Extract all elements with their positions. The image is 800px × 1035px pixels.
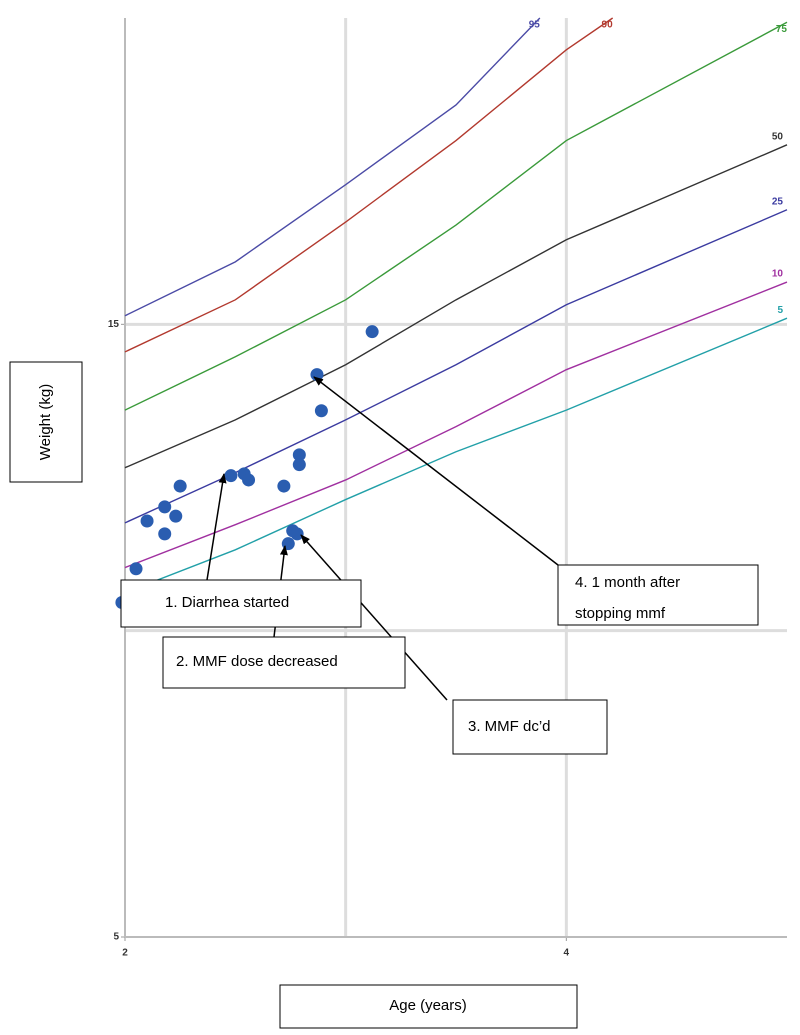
- data-point: [129, 562, 143, 576]
- data-point: [365, 325, 379, 339]
- annotation-box: [557, 564, 759, 626]
- percentile-curve: [124, 17, 541, 317]
- y-tick-label: 5: [113, 932, 119, 943]
- curve-label: 95: [529, 20, 541, 31]
- percentile-curve: [124, 209, 788, 524]
- curves: 95 90 75 50 25 10 5: [124, 17, 788, 594]
- x-label-box: [279, 984, 578, 1029]
- curve-label: 90: [602, 20, 614, 31]
- data-point: [224, 469, 238, 483]
- annotation: 3. MMF dc’d: [468, 718, 551, 735]
- data-point: [277, 479, 291, 493]
- annotation-box: [120, 579, 362, 628]
- curve-label: 75: [776, 24, 788, 35]
- data-point: [292, 448, 306, 462]
- annotation: stopping mmf: [575, 605, 666, 622]
- annotation: 2. MMF dose decreased: [176, 653, 338, 670]
- y-label-box: [9, 361, 83, 483]
- curve-label: 10: [772, 269, 784, 280]
- percentile-curve: [124, 144, 788, 469]
- data-point: [158, 527, 172, 541]
- data-point: [314, 404, 328, 418]
- data-point: [169, 509, 183, 523]
- x-tick-label: 2: [122, 948, 128, 959]
- curve-label: 5: [777, 305, 783, 316]
- data-point: [173, 479, 187, 493]
- annotation: 1. Diarrhea started: [165, 594, 289, 611]
- percentile-curve: [124, 317, 788, 594]
- arrow: [313, 376, 559, 566]
- data-point: [158, 500, 172, 514]
- annotation-box: [452, 699, 608, 755]
- data-point: [292, 458, 306, 472]
- data-point: [140, 514, 154, 528]
- y-axis-label: Weight (kg): [37, 384, 54, 460]
- percentile-curve: [124, 21, 788, 411]
- x-tick-label: 4: [564, 948, 570, 959]
- percentile-curve: [124, 281, 788, 569]
- arrow: [206, 473, 227, 581]
- curve-label: 25: [772, 196, 784, 207]
- annotation: 4. 1 month after: [575, 574, 680, 591]
- x-axis-label: Age (years): [389, 997, 467, 1014]
- percentile-curve: [124, 17, 614, 353]
- annotation-box: [162, 636, 406, 689]
- annotation-group: 4. 1 month after stopping mmf: [575, 574, 680, 622]
- curve-label: 50: [772, 131, 784, 142]
- data-point: [290, 527, 304, 541]
- data-point: [242, 473, 256, 487]
- grid: [121, 18, 787, 941]
- arrow: [300, 534, 448, 701]
- data-point: [281, 537, 295, 551]
- y-tick-label: 15: [108, 319, 120, 330]
